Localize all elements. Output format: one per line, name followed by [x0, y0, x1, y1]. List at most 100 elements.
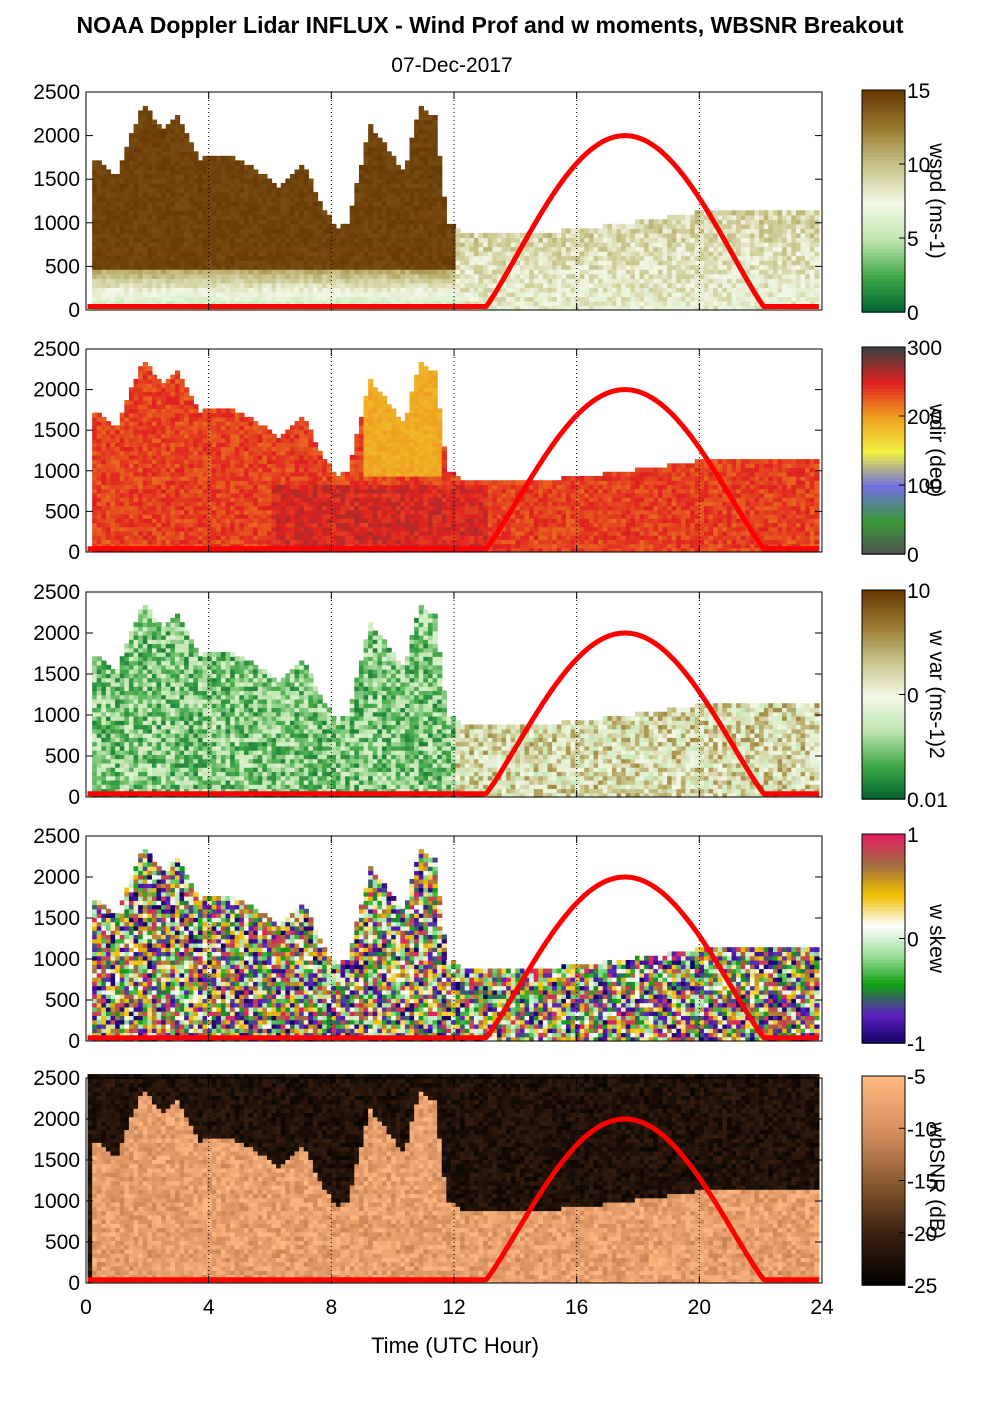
heatmap-cell — [165, 391, 171, 397]
heatmap-cell — [782, 269, 788, 275]
heatmap-cell — [722, 228, 728, 234]
heatmap-cell — [156, 251, 162, 257]
heatmap-cell — [147, 480, 153, 486]
heatmap-cell — [142, 119, 148, 125]
heatmap-cell — [138, 119, 144, 125]
heatmap-cell — [391, 251, 397, 257]
heatmap-cell — [478, 251, 484, 257]
heatmap-cell — [782, 219, 788, 225]
heatmap-cell — [115, 484, 121, 490]
heatmap-cell — [128, 467, 135, 473]
heatmap-cell — [492, 260, 498, 266]
heatmap-cell — [197, 178, 204, 184]
heatmap-cell — [506, 260, 512, 266]
heatmap-cell — [381, 201, 388, 207]
heatmap-cell — [377, 169, 383, 175]
heatmap-cell — [680, 278, 687, 284]
heatmap-cell — [147, 488, 153, 494]
heatmap-cell — [207, 287, 213, 293]
heatmap-cell — [588, 273, 595, 279]
heatmap-cell — [138, 518, 144, 524]
heatmap-cell — [124, 187, 130, 193]
heatmap-cell — [588, 278, 595, 284]
heatmap-cell — [377, 223, 383, 229]
heatmap-cell — [708, 287, 714, 293]
heatmap-cell — [147, 183, 153, 189]
heatmap-cell — [363, 187, 369, 193]
colorbar-swatch — [862, 104, 905, 110]
heatmap-cell — [110, 429, 116, 435]
heatmap-cell — [156, 196, 162, 202]
heatmap-cell — [101, 501, 107, 507]
heatmap-cell — [717, 251, 723, 257]
heatmap-cell — [161, 164, 167, 171]
heatmap-cell — [225, 291, 231, 297]
heatmap-cell — [138, 219, 144, 225]
heatmap-cell — [621, 251, 627, 257]
heatmap-cell — [759, 223, 765, 229]
heatmap-cell — [243, 251, 250, 257]
heatmap-cell — [161, 530, 167, 536]
heatmap-cell — [469, 232, 475, 239]
heatmap-cell — [179, 201, 185, 207]
heatmap-cell — [372, 278, 378, 284]
heatmap-cell — [170, 399, 176, 405]
heatmap-cell — [676, 228, 682, 234]
heatmap-cell — [165, 463, 171, 469]
heatmap-cell — [391, 264, 397, 270]
heatmap-cell — [349, 282, 355, 288]
heatmap-cell — [414, 219, 420, 225]
heatmap-cell — [170, 522, 176, 528]
heatmap-cell — [303, 219, 309, 225]
heatmap-cell — [395, 246, 401, 252]
heatmap-cell — [703, 305, 710, 311]
heatmap-cell — [437, 169, 443, 175]
heatmap-cell — [662, 264, 668, 270]
heatmap-cell — [795, 232, 802, 239]
heatmap-cell — [510, 273, 516, 279]
colorbar-swatch — [862, 164, 905, 169]
heatmap-cell — [726, 260, 733, 266]
heatmap-cell — [464, 287, 470, 293]
heatmap-cell — [501, 255, 507, 261]
heatmap-cell — [239, 214, 245, 220]
heatmap-cell — [786, 296, 792, 302]
heatmap-cell — [759, 264, 765, 270]
heatmap-cell — [230, 269, 236, 275]
heatmap-cell — [404, 210, 411, 216]
heatmap-cell — [170, 192, 176, 198]
heatmap-cell — [128, 492, 135, 498]
heatmap-cell — [105, 232, 112, 239]
heatmap-cell — [607, 264, 613, 270]
heatmap-cell — [174, 412, 181, 418]
heatmap-cell — [667, 273, 673, 279]
heatmap-cell — [473, 237, 480, 243]
heatmap-cell — [308, 241, 314, 248]
heatmap-cell — [409, 251, 415, 257]
heatmap-cell — [473, 269, 480, 275]
heatmap-cell — [354, 201, 360, 207]
heatmap-cell — [358, 183, 365, 189]
heatmap-cell — [432, 155, 438, 161]
heatmap-cell — [142, 214, 148, 220]
heatmap-cell — [105, 539, 112, 545]
heatmap-cell — [230, 264, 236, 270]
heatmap-cell — [427, 128, 434, 134]
heatmap-cell — [611, 223, 618, 229]
heatmap-cell — [128, 214, 135, 220]
heatmap-cell — [372, 246, 378, 252]
heatmap-cell — [92, 205, 98, 211]
heatmap-cell — [234, 173, 240, 180]
heatmap-cell — [105, 273, 112, 279]
heatmap-cell — [381, 296, 388, 302]
heatmap-cell — [289, 287, 296, 293]
heatmap-cell — [506, 246, 512, 252]
heatmap-cell — [119, 232, 125, 239]
heatmap-cell — [184, 264, 190, 270]
heatmap-cell — [147, 241, 153, 248]
heatmap-cell — [174, 467, 181, 473]
figure-subtitle: 07-Dec-2017 — [391, 54, 512, 77]
heatmap-cell — [349, 246, 355, 252]
heatmap-cell — [179, 251, 185, 257]
heatmap-cell — [285, 278, 291, 284]
